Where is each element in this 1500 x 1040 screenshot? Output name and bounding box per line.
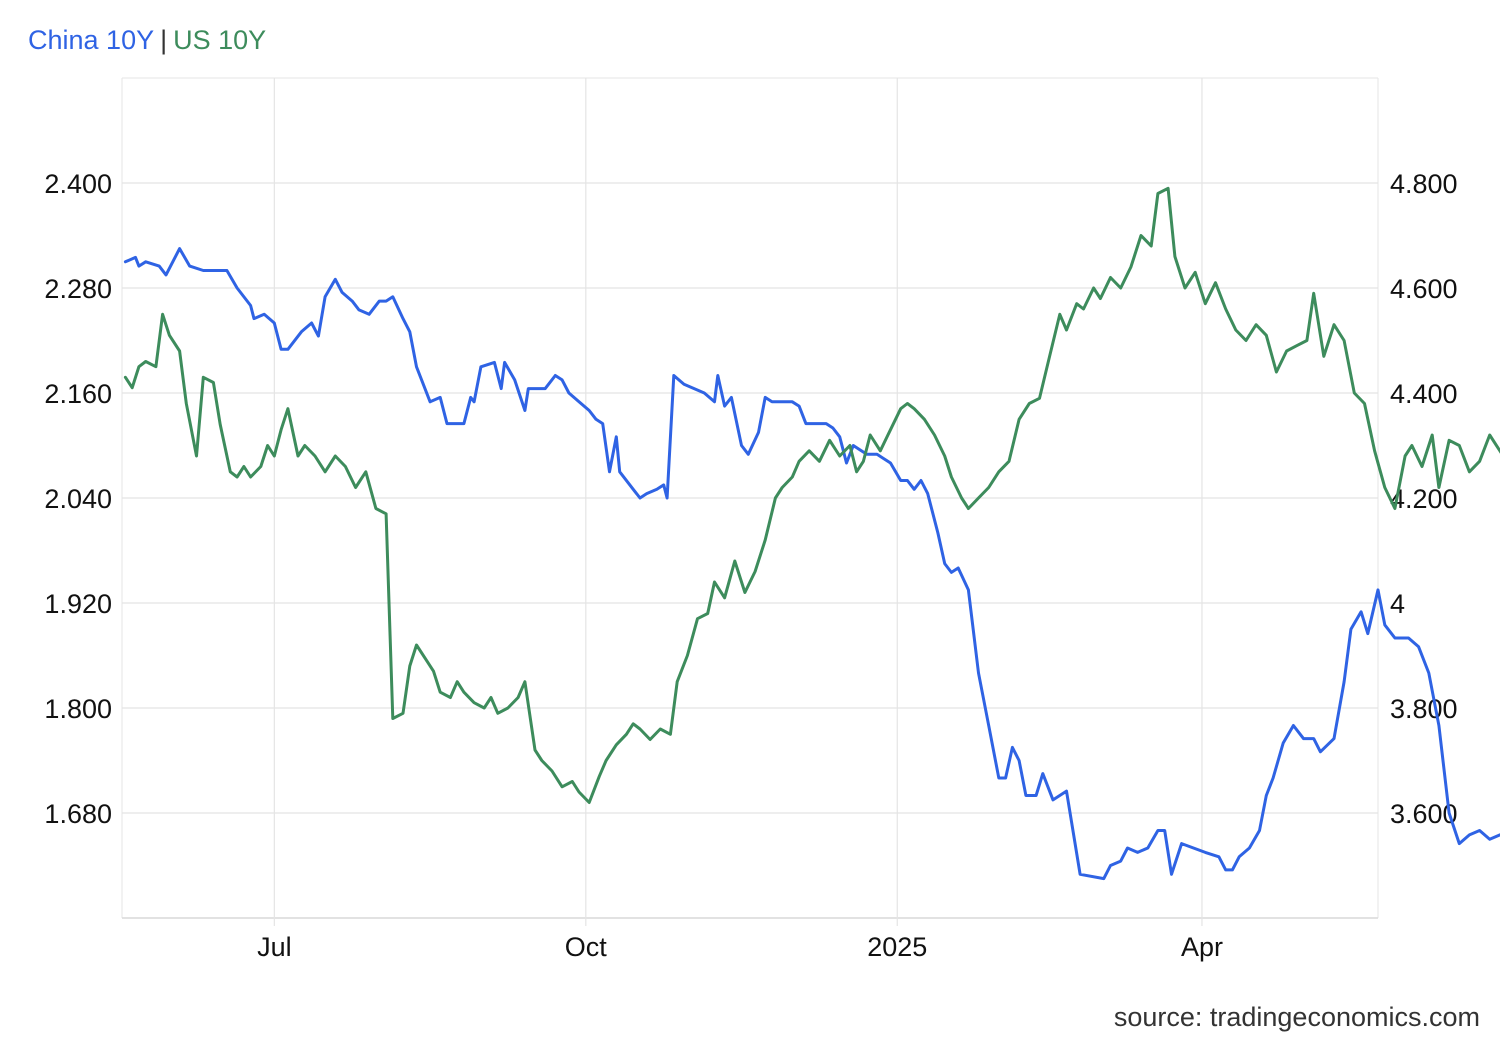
source-credit: source: tradingeconomics.com: [1113, 1002, 1480, 1032]
x-tick-label: Apr: [1181, 932, 1223, 962]
x-tick-label: 2025: [867, 932, 927, 962]
chart-legend: China 10Y | US 10Y: [28, 24, 266, 56]
y-right-tick-label: 3.600: [1390, 799, 1458, 829]
y-left-tick-label: 2.160: [44, 379, 112, 409]
y-left-tick-label: 1.800: [44, 694, 112, 724]
y-left-tick-label: 2.280: [44, 274, 112, 304]
y-left-tick-label: 2.400: [44, 169, 112, 199]
chart-plot: 1.680 1.800 1.920 2.040 2.160 2.280 2.400 3.600…: [44, 77, 1500, 962]
y-left-tick-label: 2.040: [44, 484, 112, 514]
y-right-tick-label: 4: [1390, 589, 1405, 619]
y-right-tick-label: 3.800: [1390, 694, 1458, 724]
x-tick-label: Jul: [257, 932, 292, 962]
x-tick-label: Oct: [565, 932, 608, 962]
series-line-china-10y: [123, 247, 1500, 881]
y-right-tick-label: 4.400: [1390, 379, 1458, 409]
y-left-tick-label: 1.680: [44, 799, 112, 829]
legend-separator: |: [160, 25, 168, 55]
series-line-us-10y: [123, 186, 1500, 804]
y-right-tick-label: 4.600: [1390, 274, 1458, 304]
legend-us-10y[interactable]: US 10Y: [173, 25, 267, 55]
y-left-tick-label: 1.920: [44, 589, 112, 619]
y-right-tick-label: 4.800: [1390, 169, 1458, 199]
legend-china-10y[interactable]: China 10Y: [28, 25, 155, 55]
y-right-tick-label: 4.200: [1390, 484, 1458, 514]
